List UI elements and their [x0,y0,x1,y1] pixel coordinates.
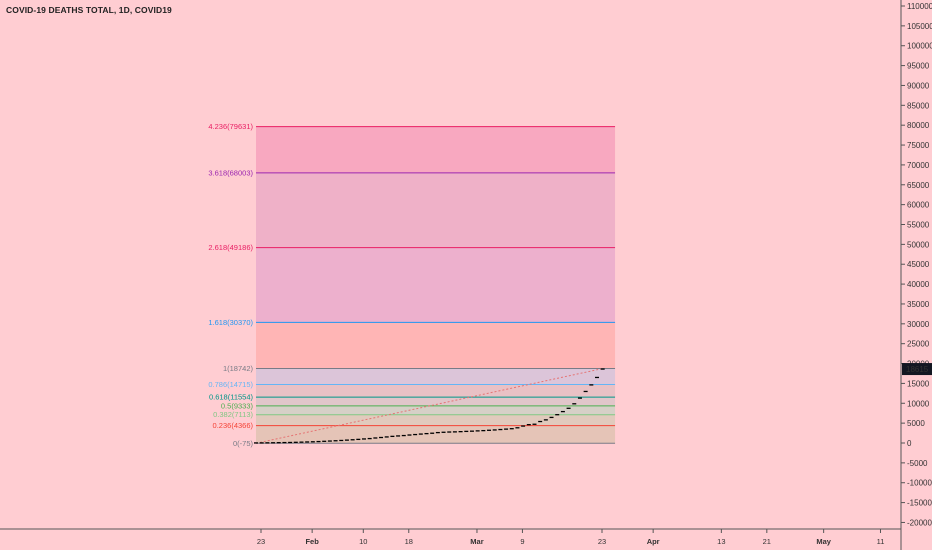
price-tick-label: 10000 [907,399,930,408]
time-tick-label: May [816,537,831,546]
fib-band [256,397,616,406]
fib-band [256,322,616,369]
time-tick-label: 18 [405,537,413,546]
price-tick-label: 50000 [907,240,930,249]
price-tick-label: 0 [907,439,912,448]
fib-level-label: 0.618(11554) [209,393,254,402]
price-tick-label: 30000 [907,320,930,329]
last-value-label: 18615 [906,365,929,374]
time-tick-label: 23 [257,537,265,546]
price-tick-label: 100000 [907,42,932,51]
fib-band [256,172,616,248]
time-tick-label: 9 [520,537,524,546]
fib-band [256,368,616,385]
price-tick-label: 85000 [907,101,930,110]
time-tick-label: Mar [470,537,483,546]
fib-level-label: 0.382(7113) [213,410,253,419]
price-series [254,368,605,444]
time-tick-label: 21 [763,537,771,546]
time-axis[interactable]: 23 Feb 10 18 Mar 9 23 Apr 13 21 May 11 [0,528,901,546]
price-tick-label: 40000 [907,280,930,289]
price-tick-label: 35000 [907,300,930,309]
price-tick-label: 45000 [907,260,930,269]
fib-level-label: 0.236(4366) [213,421,254,430]
fib-band [256,384,616,398]
fib-level-label: 0.5(9333) [221,401,254,410]
price-tick-label: 80000 [907,121,930,130]
fib-level-label: 1(18742) [223,364,254,373]
time-tick-label: 23 [598,537,606,546]
time-tick-label: 10 [359,537,367,546]
price-tick-label: -10000 [907,479,932,488]
price-tick-label: 70000 [907,161,930,170]
fib-level-label: 1.618(30370) [208,318,253,327]
fib-level-label: 0(-75) [233,439,254,448]
price-tick-label: 105000 [907,22,932,31]
fib-band [256,425,616,444]
price-tick-label: 25000 [907,340,930,349]
time-tick-label: 11 [877,537,885,546]
time-tick-label: Feb [305,537,319,546]
price-tick-label: 110000 [907,2,932,11]
time-tick-label: 13 [717,537,725,546]
fib-level-label: 3.618(68003) [208,168,253,177]
price-axis[interactable]: 1100001050001000009500090000850008000075… [900,0,932,550]
time-tick-label: Apr [647,537,660,546]
fib-band [256,247,616,323]
price-tick-label: 60000 [907,201,930,210]
price-tick-label: 90000 [907,81,930,90]
chart-title: COVID-19 DEATHS TOTAL, 1D, COVID19 [6,5,172,15]
trend-line[interactable] [255,368,603,444]
price-tick-label: 55000 [907,221,930,230]
fib-level-label: 2.618(49186) [208,243,253,252]
price-tick-label: 5000 [907,419,925,428]
price-tick-label: 65000 [907,181,930,190]
fib-band [256,126,616,173]
price-tick-label: -20000 [907,518,932,527]
fib-level-label: 0.786(14715) [208,380,253,389]
fib-band [256,405,616,415]
trend-line-layer[interactable] [255,368,603,444]
fib-band [256,414,616,426]
last-value-badge [902,363,932,376]
price-tick-label: -15000 [907,499,932,508]
price-tick-label: 75000 [907,141,930,150]
price-tick-label: 95000 [907,62,930,71]
fib-retracement[interactable]: 4.236(79631) 3.618(68003) 2.618(49186) 1.61… [208,122,616,448]
price-tick-label: -5000 [907,459,928,468]
price-tick-label: 15000 [907,379,930,388]
fib-level-label: 4.236(79631) [208,122,253,131]
